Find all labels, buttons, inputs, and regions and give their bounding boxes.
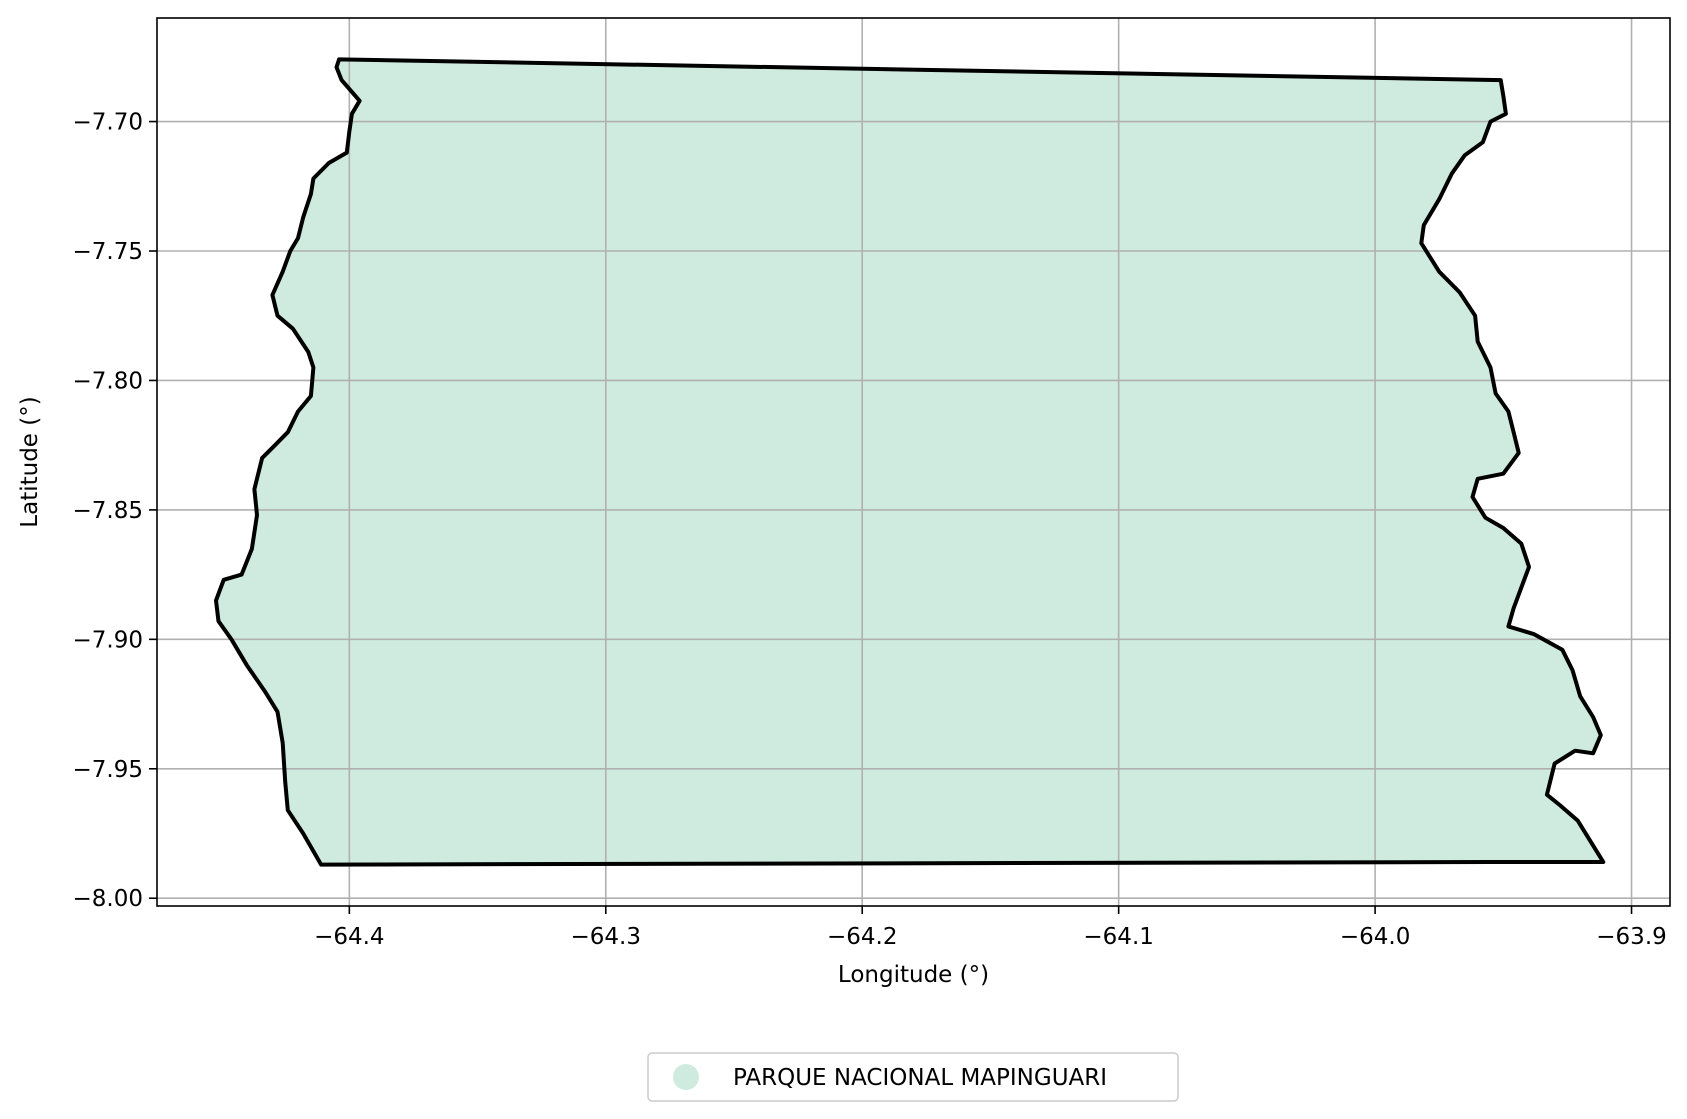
y-tick-label: −7.80 xyxy=(73,368,143,394)
legend: PARQUE NACIONAL MAPINGUARI xyxy=(648,1053,1178,1101)
x-tick-label: −63.9 xyxy=(1596,924,1666,950)
y-tick-label: −7.95 xyxy=(73,757,143,783)
y-tick-label: −8.00 xyxy=(73,886,143,912)
y-tick-label: −7.90 xyxy=(73,627,143,653)
legend-marker xyxy=(673,1064,699,1090)
y-axis-label: Latitude (°) xyxy=(17,396,43,527)
map-features xyxy=(216,59,1603,864)
x-tick-label: −64.3 xyxy=(571,924,641,950)
x-tick-label: −64.4 xyxy=(314,924,384,950)
y-tick-label: −7.75 xyxy=(73,239,143,265)
x-tick-label: −64.0 xyxy=(1340,924,1410,950)
y-tick-label: −7.70 xyxy=(73,110,143,136)
x-tick-label: −64.2 xyxy=(827,924,897,950)
legend-label: PARQUE NACIONAL MAPINGUARI xyxy=(733,1065,1107,1091)
feature-fill-0 xyxy=(216,59,1603,864)
y-tick-label: −7.85 xyxy=(73,498,143,524)
x-axis-label: Longitude (°) xyxy=(838,962,989,988)
x-tick-label: −64.1 xyxy=(1083,924,1153,950)
